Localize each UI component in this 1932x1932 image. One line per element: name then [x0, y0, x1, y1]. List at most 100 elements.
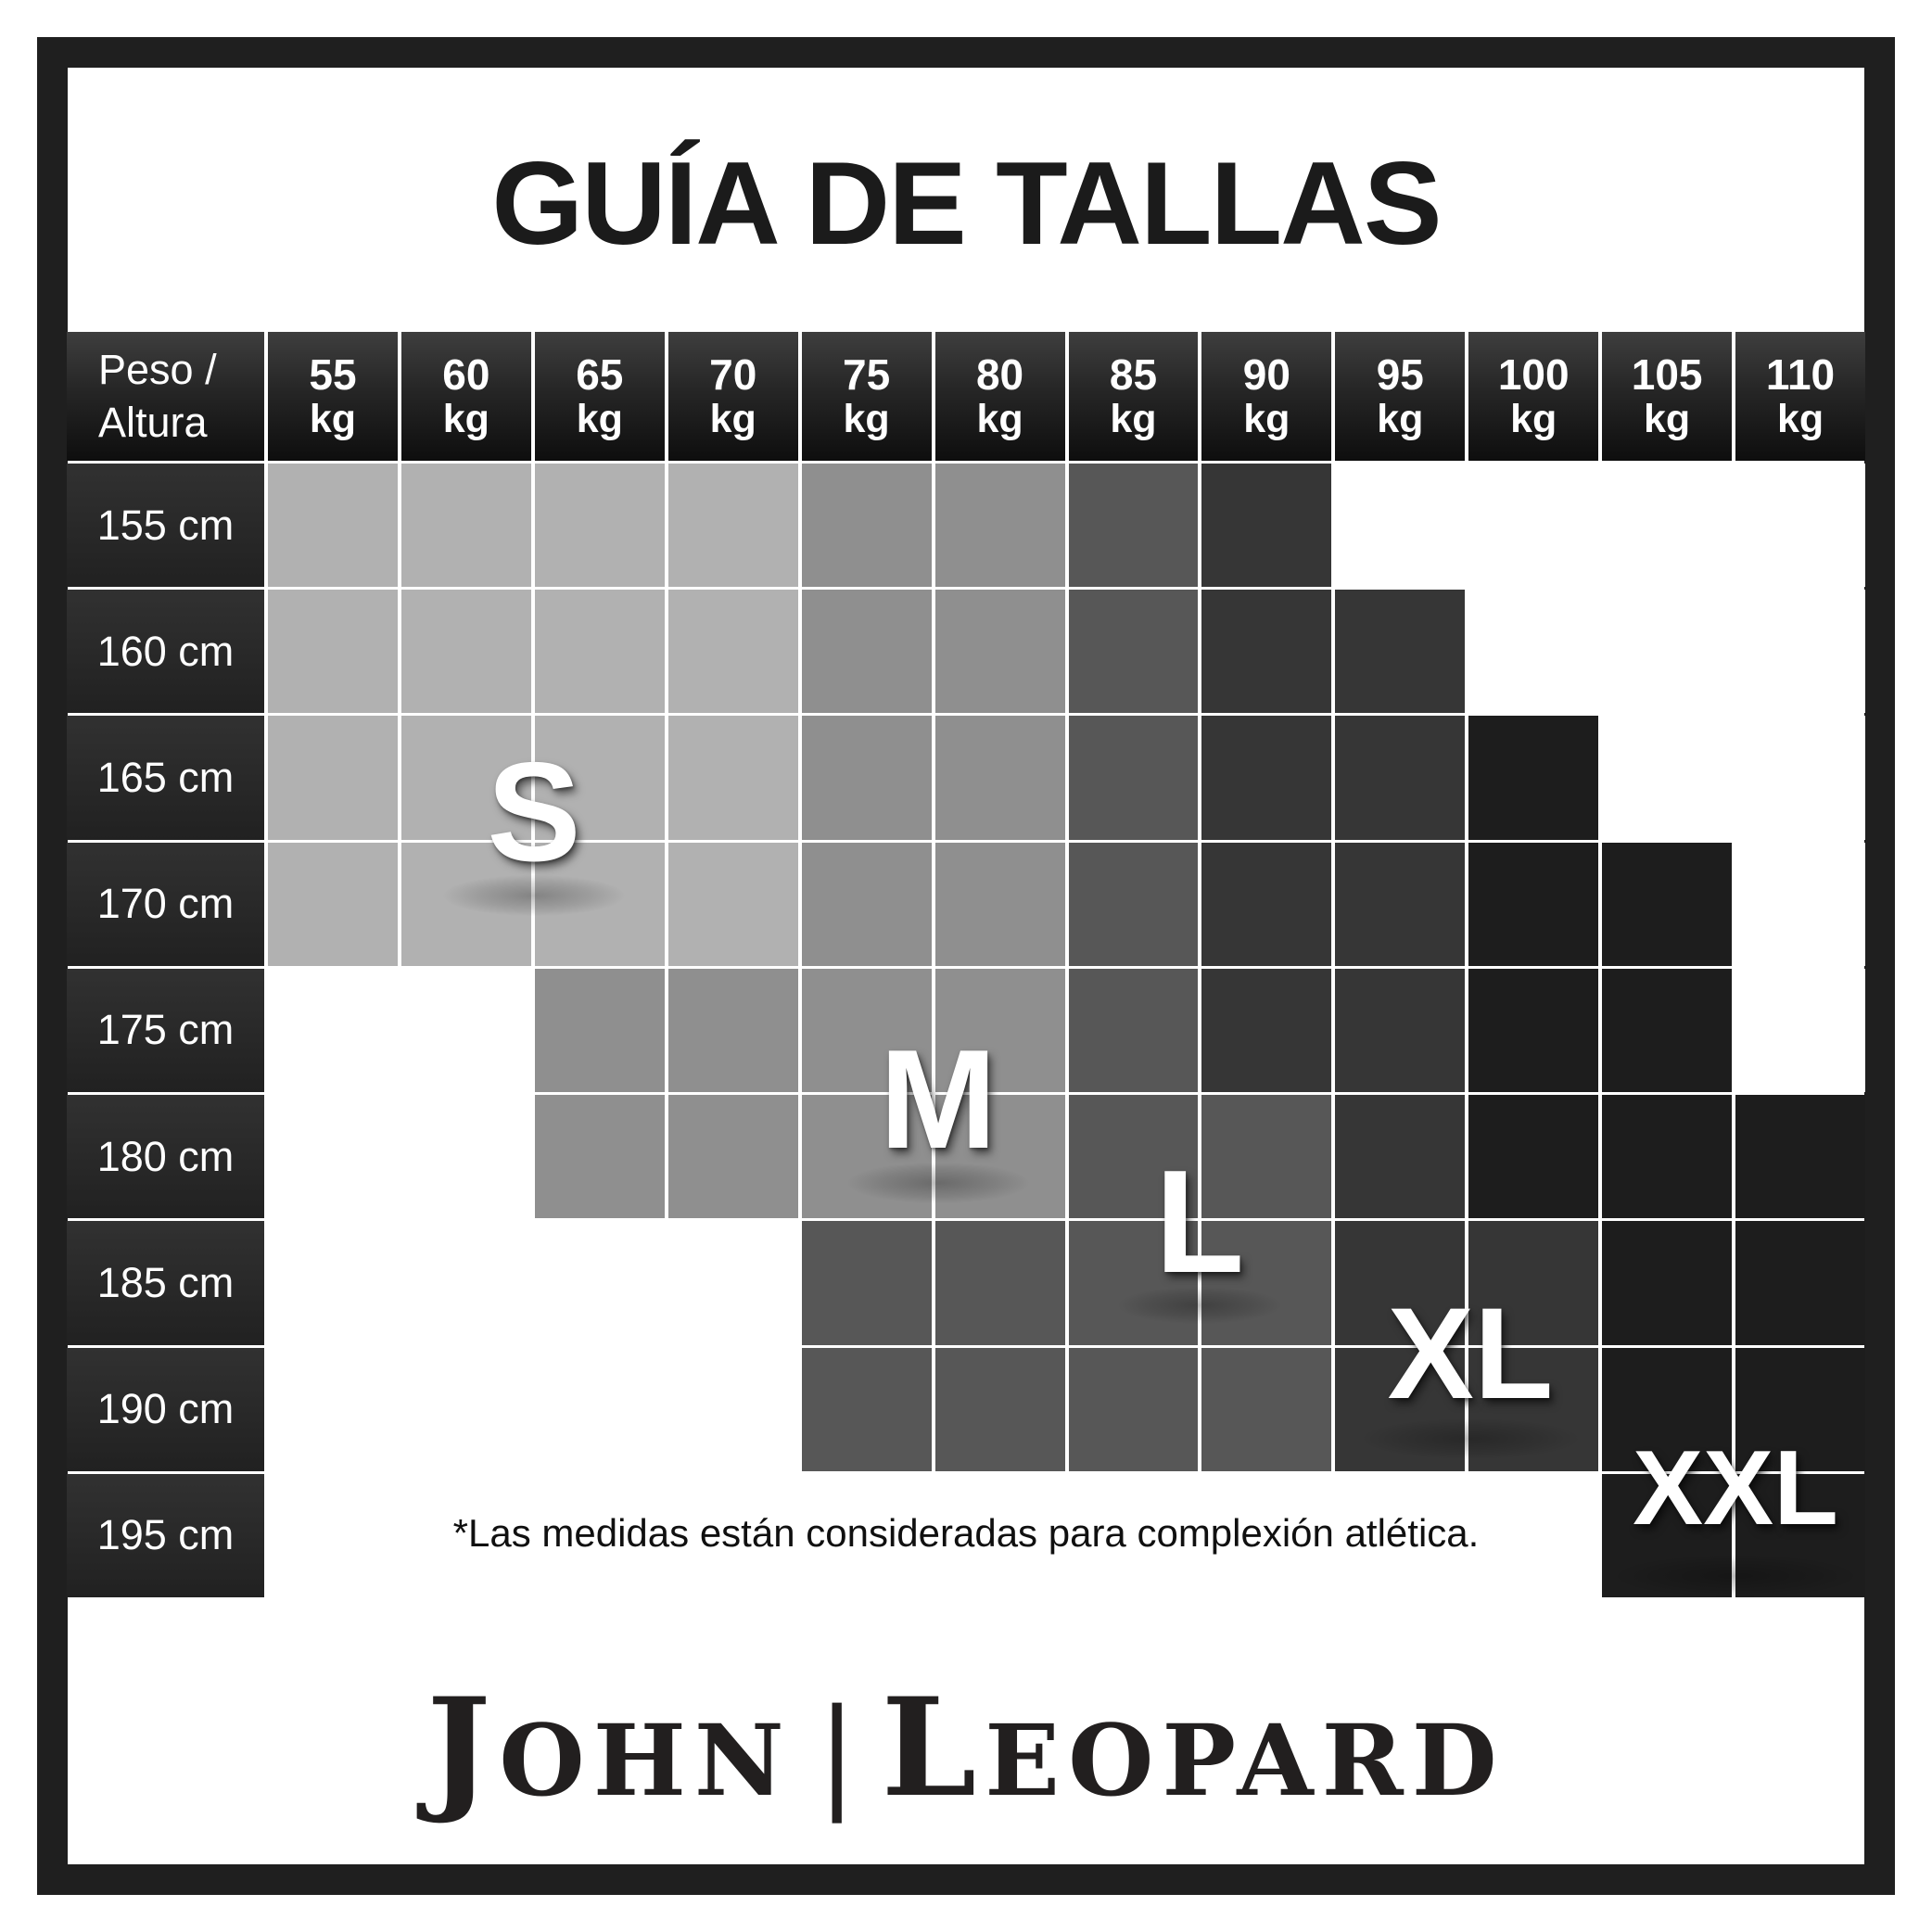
size-zone-cell	[1468, 716, 1599, 840]
size-zone-cell	[1068, 1473, 1199, 1597]
zone-label-m: M	[879, 1021, 998, 1178]
size-zone-cell	[801, 1473, 932, 1597]
size-zone-cell	[1335, 1095, 1466, 1219]
zone-label-shadow	[1118, 1287, 1281, 1324]
size-zone-cell	[534, 1221, 665, 1345]
corner-header-cell: Peso / Altura	[67, 332, 264, 461]
size-zone-cell	[1068, 1221, 1199, 1345]
size-zone-cell	[1068, 968, 1199, 1093]
size-zone-cell	[534, 1095, 665, 1219]
size-zone-cell	[934, 968, 1065, 1093]
zone-label-s: S	[487, 733, 581, 891]
size-zone-cell	[400, 590, 531, 714]
zone-label-xl: XL	[1387, 1280, 1554, 1426]
size-zone-cell	[1735, 1347, 1865, 1471]
size-zone-cell	[1335, 716, 1466, 840]
brand-word2-rest: EOPARD	[985, 1702, 1506, 1818]
size-zone-cell	[400, 842, 531, 966]
weight-header-cell: 80 kg	[934, 332, 1065, 461]
size-guide-table: Peso / Altura 55 kg 60 kg 65 kg 70 kg 75 kg 80 kg 85 kg…	[67, 332, 1865, 1597]
zone-label-l: L	[1154, 1140, 1245, 1303]
size-zone-cell	[801, 968, 932, 1093]
size-zone-cell	[1735, 1221, 1865, 1345]
size-zone-cell	[400, 1347, 531, 1471]
size-zone-cell	[934, 1473, 1065, 1597]
size-zone-cell	[1068, 842, 1199, 966]
size-zone-cell	[934, 716, 1065, 840]
size-zone-cell	[1335, 464, 1466, 588]
size-zone-cell	[1335, 1473, 1466, 1597]
size-zone-cell	[1335, 1347, 1466, 1471]
size-zone-cell	[1602, 716, 1733, 840]
weight-header-cell: 75 kg	[801, 332, 932, 461]
size-zone-cell	[268, 1095, 398, 1219]
brand-word1-rest: OHN	[499, 1702, 793, 1818]
size-zone-cell	[1602, 590, 1733, 714]
weight-header-cell: 100 kg	[1468, 332, 1599, 461]
size-zone-cell	[1201, 1095, 1332, 1219]
size-zone-cell	[1201, 1473, 1332, 1597]
height-label-cell: 160 cm	[67, 590, 264, 714]
size-zone-cell	[801, 716, 932, 840]
size-zone-cell	[667, 464, 798, 588]
size-zone-cell	[801, 1095, 932, 1219]
weight-header-cell: 85 kg	[1068, 332, 1199, 461]
size-zone-cell	[1468, 842, 1599, 966]
brand-word2-initial: L	[881, 1669, 985, 1827]
size-zone-cell	[1602, 1221, 1733, 1345]
size-zone-cell	[1201, 1221, 1332, 1345]
size-zone-cell	[1201, 716, 1332, 840]
size-zone-cell	[1068, 590, 1199, 714]
size-zone-cell	[801, 1347, 932, 1471]
height-label-cell: 155 cm	[67, 464, 264, 588]
size-zone-cell	[1602, 1473, 1733, 1597]
size-zone-cell	[1468, 1221, 1599, 1345]
height-label-cell: 180 cm	[67, 1095, 264, 1219]
brand-logo: JOHN | LEOPARD	[0, 1669, 1932, 1827]
size-zone-cell	[801, 842, 932, 966]
border-frame	[37, 37, 1895, 1895]
size-zone-cell	[801, 1221, 932, 1345]
size-zone-cell	[1068, 716, 1199, 840]
size-zone-cell	[1468, 1473, 1599, 1597]
size-zone-cell	[934, 1221, 1065, 1345]
height-label-cell: 185 cm	[67, 1221, 264, 1345]
size-zone-cell	[268, 968, 398, 1093]
size-zone-cell	[1468, 464, 1599, 588]
brand-word1-initial: J	[426, 1669, 500, 1827]
size-zone-cell	[934, 842, 1065, 966]
size-zone-cell	[268, 716, 398, 840]
zone-label-shadow	[1361, 1418, 1580, 1459]
size-zone-cell	[1602, 1347, 1733, 1471]
size-zone-cell	[667, 842, 798, 966]
size-zone-cell	[1735, 842, 1865, 966]
size-zone-cell	[1468, 590, 1599, 714]
size-zone-cell	[1201, 968, 1332, 1093]
size-zone-cell	[268, 1473, 398, 1597]
size-zone-cell	[1468, 968, 1599, 1093]
size-zone-cell	[1468, 1095, 1599, 1219]
size-zone-cell	[801, 464, 932, 588]
size-zone-cell	[534, 1473, 665, 1597]
weight-header-cell: 70 kg	[667, 332, 798, 461]
size-zone-cell	[268, 464, 398, 588]
size-zone-cell	[667, 1221, 798, 1345]
weight-header-cell: 95 kg	[1335, 332, 1466, 461]
zone-label-shadow	[1612, 1555, 1859, 1597]
size-zone-cell	[1735, 1473, 1865, 1597]
brand-separator: |	[816, 1683, 858, 1824]
size-zone-cell	[801, 590, 932, 714]
weight-header-cell: 110 kg	[1735, 332, 1865, 461]
height-label-cell: 195 cm	[67, 1473, 264, 1597]
page-title: GUÍA DE TALLAS	[491, 137, 1442, 269]
size-zone-cell	[1735, 1095, 1865, 1219]
size-zone-cell	[534, 1347, 665, 1471]
size-zone-cell	[1068, 1095, 1199, 1219]
size-zone-cell	[400, 1473, 531, 1597]
size-zone-cell	[1068, 1347, 1199, 1471]
size-zone-cell	[400, 716, 531, 840]
size-zone-cell	[400, 968, 531, 1093]
size-zone-cell	[400, 1221, 531, 1345]
weight-header-cell: 65 kg	[534, 332, 665, 461]
size-zone-cell	[1335, 968, 1466, 1093]
